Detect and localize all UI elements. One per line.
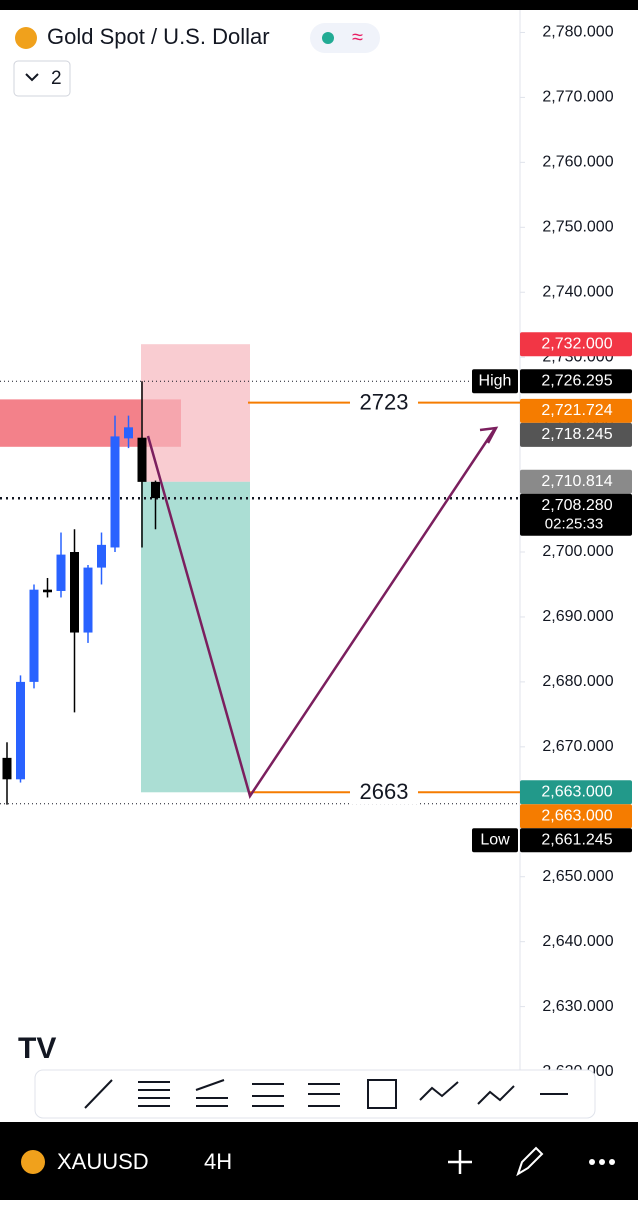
level-label: 2723 (360, 389, 409, 414)
status-pill[interactable] (310, 23, 380, 53)
tag-text: High (479, 372, 512, 389)
price-tag (520, 493, 632, 536)
price-tag-label: 2,718.245 (541, 426, 612, 443)
market-dot (322, 32, 334, 44)
shape-tool[interactable] (367, 1079, 397, 1109)
symbol-icon (15, 27, 37, 49)
candle-body (124, 427, 133, 439)
y-tick-label: 2,630.000 (542, 998, 613, 1015)
target-zone (141, 481, 250, 793)
candle-body (16, 681, 25, 780)
arrow-head (479, 426, 499, 444)
price-tag (520, 422, 632, 447)
y-tick-label: 2,780.000 (542, 24, 613, 41)
pitchfork-tool[interactable] (308, 1083, 340, 1107)
price-tag (520, 469, 632, 494)
tag-box (472, 369, 518, 394)
price-tag-label: 2,663.000 (541, 784, 612, 801)
y-tick-label: 2,670.000 (542, 738, 613, 755)
countdown: 02:25:33 (545, 516, 603, 533)
price-tag-label: 2,721.724 (541, 402, 612, 419)
status-bar (0, 0, 638, 10)
logo: TV (18, 1032, 56, 1065)
indicators-button[interactable] (13, 60, 71, 97)
level-label-bg (350, 390, 418, 415)
price-tag (520, 780, 632, 805)
symbol[interactable]: XAUUSD (57, 1149, 149, 1174)
bottom-bar (0, 1122, 638, 1200)
price-tag-label: 2,663.000 (541, 808, 612, 825)
y-tick-label: 2,770.000 (542, 89, 613, 106)
price-tag (520, 398, 632, 423)
candle-body (97, 544, 106, 568)
y-tick-label: 2,650.000 (542, 868, 613, 885)
pattern-tool[interactable] (477, 1085, 515, 1105)
add-button[interactable] (448, 1150, 472, 1174)
title: Gold Spot / U.S. Dollar (47, 24, 270, 49)
price-tag-label: 2,732.000 (541, 335, 612, 352)
y-tick-label: 2,750.000 (542, 219, 613, 236)
price-tag-label: 2,726.295 (541, 372, 612, 389)
price-tag (520, 804, 632, 829)
candle-body (110, 436, 120, 548)
path-tool[interactable] (419, 1081, 459, 1101)
candle-body (151, 481, 160, 499)
interval[interactable]: 4H (204, 1149, 232, 1174)
price-tag-label: 2,710.814 (541, 473, 612, 490)
price-tag (520, 332, 632, 357)
channel-tool[interactable] (252, 1083, 284, 1107)
candle-body (43, 589, 52, 593)
y-tick-label: 2,740.000 (542, 283, 613, 300)
toolbar-icons (84, 1079, 568, 1109)
status-wave: ≈ (352, 26, 363, 48)
y-tick-label: 2,760.000 (542, 154, 613, 171)
tag-box (472, 828, 518, 853)
fib-tool[interactable] (195, 1079, 228, 1107)
candle-body (2, 757, 12, 780)
stop-zone (141, 344, 250, 482)
candle-body (70, 552, 79, 633)
candle-body (83, 567, 93, 633)
price-axis: 2,780.000 2,770.000 2,760.000 2,750.000 2,74… (472, 24, 632, 1080)
arrow (146, 429, 496, 799)
price-tag-label: 2,708.280 (541, 497, 612, 514)
y-tick-label: 2,690.000 (542, 608, 613, 625)
candle-body (137, 437, 147, 482)
price-tag-label: 2,661.245 (541, 832, 612, 849)
tag-text: Low (480, 832, 510, 849)
y-tick-label: 2,700.000 (542, 543, 613, 560)
price-tag (520, 828, 632, 853)
level-label: 2663 (360, 779, 409, 804)
trend-line-tool[interactable] (84, 1079, 113, 1109)
lines-tool[interactable] (138, 1081, 170, 1107)
indicator-count: 2 (51, 68, 62, 89)
candle-body (56, 554, 66, 591)
candle-body (29, 589, 39, 682)
y-tick-label: 2,680.000 (542, 673, 613, 690)
symbol-icon-bottom (21, 1150, 45, 1174)
plot: 2723 2663 (0, 344, 520, 805)
y-tick-label: 2,640.000 (542, 933, 613, 950)
price-tag (520, 369, 632, 394)
level-label-bg (350, 780, 418, 805)
more-button[interactable] (589, 1159, 615, 1165)
chevron (25, 73, 39, 82)
draw-button[interactable] (516, 1146, 544, 1177)
